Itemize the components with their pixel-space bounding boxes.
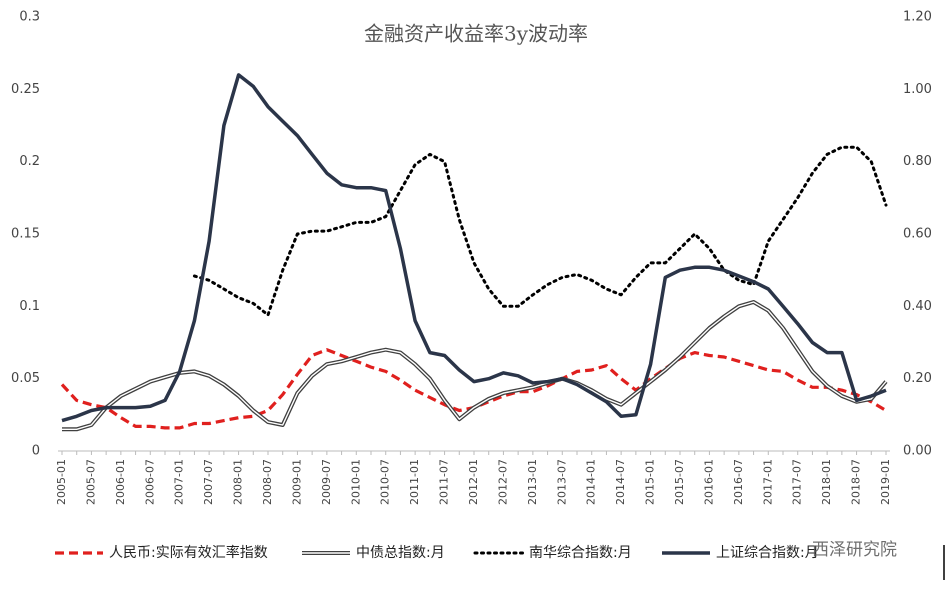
x-tick-label: 2012-01 <box>467 459 480 505</box>
x-tick-label: 2008-07 <box>261 459 274 505</box>
series-line <box>192 145 888 317</box>
x-tick-label: 2016-01 <box>702 459 715 505</box>
x-tick-label: 2005-07 <box>84 459 97 505</box>
x-tick-label: 2007-07 <box>202 459 215 505</box>
x-tick-label: 2010-07 <box>379 459 392 505</box>
legend-label: 中债总指数:月 <box>356 545 445 561</box>
y-tick-label: 0.05 <box>11 371 40 386</box>
series-line-inner <box>62 301 887 430</box>
x-tick-label: 2019-01 <box>879 459 892 505</box>
x-tick-label: 2006-07 <box>143 459 156 505</box>
y2-tick-label: 0.80 <box>903 154 932 169</box>
legend-label: 上证综合指数:月 <box>716 545 819 561</box>
x-tick-label: 2007-01 <box>173 459 186 505</box>
y2-tick-label: 0.60 <box>903 227 932 242</box>
legend-label: 南华综合指数:月 <box>529 545 632 561</box>
legend-label: 人民币:实际有效汇率指数 <box>109 544 268 561</box>
x-tick-label: 2016-07 <box>732 459 745 505</box>
x-tick-label: 2013-01 <box>526 459 539 505</box>
x-tick-label: 2008-01 <box>232 459 245 505</box>
x-tick-label: 2014-07 <box>614 459 627 505</box>
x-tick-label: 2018-07 <box>850 459 863 505</box>
x-tick-label: 2005-01 <box>55 459 68 505</box>
x-tick-label: 2018-01 <box>820 459 833 505</box>
y2-tick-label: 1.00 <box>903 82 932 97</box>
y-tick-label: 0.3 <box>19 10 40 25</box>
y2-tick-label: 1.20 <box>903 10 932 25</box>
y-tick-label: 0.25 <box>11 82 40 97</box>
series-line <box>61 73 887 423</box>
y2-tick-label: 0.00 <box>903 444 932 459</box>
x-tick-label: 2013-07 <box>555 459 568 505</box>
x-tick-label: 2006-01 <box>114 459 127 505</box>
x-tick-label: 2015-01 <box>644 459 657 505</box>
x-tick-label: 2017-01 <box>761 459 774 505</box>
y-tick-label: 0.1 <box>19 299 40 314</box>
x-tick-label: 2009-01 <box>290 459 303 505</box>
x-tick-label: 2011-07 <box>438 459 451 505</box>
x-tick-label: 2010-01 <box>349 459 362 505</box>
x-tick-label: 2014-01 <box>585 459 598 505</box>
y2-tick-label: 0.40 <box>903 299 932 314</box>
y-tick-label: 0 <box>32 444 40 459</box>
x-tick-label: 2017-07 <box>791 459 804 505</box>
x-tick-label: 2012-07 <box>496 459 509 505</box>
y-tick-label: 0.2 <box>19 154 40 169</box>
x-tick-label: 2011-01 <box>408 459 421 505</box>
x-tick-label: 2015-07 <box>673 459 686 505</box>
x-tick-label: 2009-07 <box>320 459 333 505</box>
y2-tick-label: 0.20 <box>903 371 932 386</box>
chart-title: 金融资产收益率3y波动率 <box>364 22 588 46</box>
y-tick-label: 0.15 <box>11 227 40 242</box>
watermark: 西泽研究院 <box>812 540 897 560</box>
